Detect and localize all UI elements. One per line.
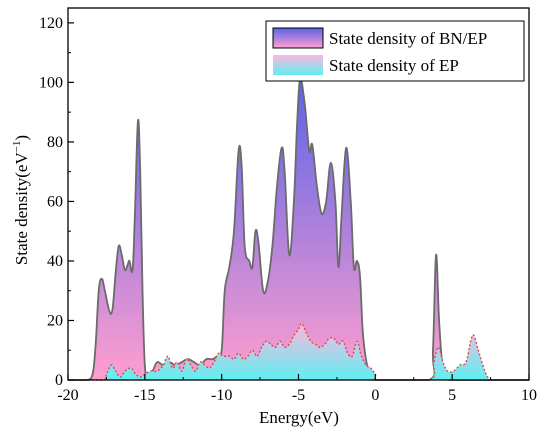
series-line-0 (67, 77, 529, 381)
legend-label-ep: State density of EP (329, 56, 459, 75)
y-axis-label-exponent: −1 (11, 141, 23, 153)
y-axis-label: State density(eV−1) (11, 135, 31, 265)
y-tick-label: 100 (39, 74, 63, 91)
legend-label-bn-ep: State density of BN/EP (329, 29, 487, 48)
y-tick-label: 60 (47, 193, 63, 210)
y-axis-label-base: State density(eV (12, 152, 31, 266)
x-tick-label: -10 (211, 387, 232, 404)
y-tick-label: 20 (47, 312, 63, 329)
legend-swatch-ep (273, 55, 323, 75)
y-tick-label: 40 (47, 253, 63, 270)
x-axis-label: Energy(eV) (259, 408, 339, 427)
x-tick-label: -20 (57, 387, 78, 404)
legend: State density of BN/EP State density of … (265, 20, 525, 82)
y-tick-label: 0 (55, 372, 63, 389)
x-tick-label: -5 (292, 387, 305, 404)
legend-swatch-bn-ep (272, 27, 324, 49)
x-tick-label: 5 (448, 387, 456, 404)
x-tick-label: 0 (371, 387, 379, 404)
series-area-0 (68, 78, 529, 380)
y-tick-label: 80 (47, 134, 63, 151)
x-tick-label: -15 (134, 387, 155, 404)
x-tick-label: 10 (521, 387, 537, 404)
y-tick-label: 120 (39, 15, 63, 32)
y-axis-label-close: ) (12, 135, 31, 141)
series-area-1 (68, 323, 529, 380)
